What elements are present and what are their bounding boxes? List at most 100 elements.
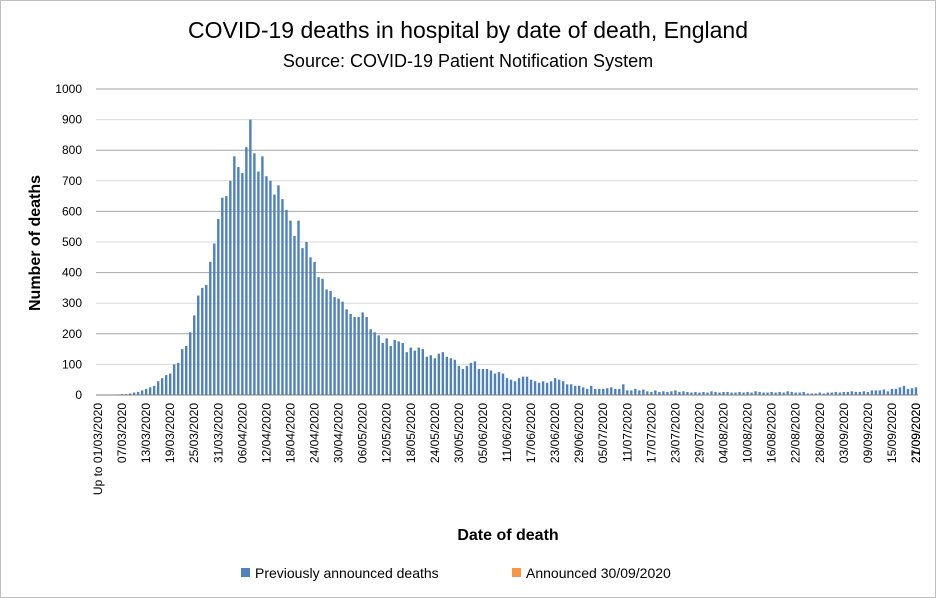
bar-previously-announced (778, 391, 781, 395)
bar-previously-announced (569, 384, 573, 395)
bar-previously-announced (902, 385, 906, 395)
x-tick-label: 15/09/2020 (885, 403, 899, 463)
y-axis-title: Number of deaths (27, 175, 44, 311)
bar-previously-announced (822, 393, 825, 395)
bar-previously-announced (549, 381, 553, 395)
bars (112, 119, 918, 395)
bar-previously-announced (201, 287, 204, 395)
bar-previously-announced (140, 390, 144, 395)
bar-previously-announced (156, 381, 160, 395)
bar-previously-announced (718, 392, 721, 395)
bar-previously-announced (694, 391, 697, 395)
chart-title: COVID-19 deaths in hospital by date of d… (188, 17, 748, 43)
bar-previously-announced (750, 392, 753, 395)
bar-previously-announced (573, 385, 577, 395)
bar-previously-announced (646, 391, 649, 395)
bar-previously-announced (658, 391, 661, 395)
x-tick-label: 18/04/2020 (283, 403, 297, 463)
bar-previously-announced (405, 352, 408, 395)
bar-previously-announced (457, 365, 461, 395)
x-tick-label: 12/04/2020 (259, 403, 273, 463)
bar-previously-announced (217, 219, 220, 395)
bar-previously-announced (898, 387, 902, 395)
x-tick-label: 27/09/2020 (909, 403, 923, 463)
bar-previously-announced (766, 392, 769, 395)
bar-previously-announced (309, 257, 312, 395)
bar-previously-announced (662, 391, 665, 395)
bar-previously-announced (397, 341, 400, 395)
bar-previously-announced (686, 391, 689, 395)
bar-previously-announced (513, 381, 517, 395)
x-tick-label: 23/06/2020 (548, 403, 562, 463)
bar-previously-announced (373, 332, 376, 395)
bar-previously-announced (738, 391, 741, 395)
bar-previously-announced (353, 316, 356, 395)
y-tick-label: 700 (62, 174, 82, 188)
x-tick-label: 31/03/2020 (211, 403, 225, 463)
bar-previously-announced (429, 355, 433, 395)
x-tick-label: 07/03/2020 (115, 403, 129, 463)
bar-previously-announced (425, 356, 429, 395)
bar-previously-announced (417, 347, 420, 395)
x-tick-label: 06/04/2020 (235, 403, 249, 463)
bar-previously-announced (197, 295, 200, 395)
bar-previously-announced (293, 235, 296, 395)
bar-previously-announced (906, 388, 910, 395)
bar-previously-announced (674, 390, 677, 395)
bar-previously-announced (606, 388, 609, 395)
y-tick-label: 900 (62, 113, 82, 127)
bar-previously-announced (690, 392, 693, 395)
bar-previously-announced (714, 391, 717, 395)
bar-previously-announced (638, 390, 641, 395)
y-tick-label: 500 (62, 235, 82, 249)
bar-previously-announced (561, 381, 565, 395)
x-tick-label: 24/05/2020 (428, 403, 442, 463)
bar-previously-announced (794, 392, 797, 395)
bar-previously-announced (862, 391, 866, 395)
x-tick-label: 30/04/2020 (332, 403, 346, 463)
bar-previously-announced (730, 392, 733, 395)
bar-previously-announced (209, 261, 212, 395)
bar-previously-announced (722, 391, 725, 395)
x-axis-title: Date of death (457, 527, 558, 544)
bar-previously-announced (814, 393, 817, 395)
bar-previously-announced (790, 391, 793, 395)
bar-previously-announced (914, 387, 918, 395)
bar-previously-announced (798, 392, 801, 395)
bar-previously-announced (734, 392, 737, 395)
x-tick-label: 21/09/2020 (909, 403, 923, 463)
bar-previously-announced (253, 153, 256, 395)
bar-previously-announced (509, 379, 513, 395)
x-tick-label: 09/09/2020 (861, 403, 875, 463)
x-tick-label: 19/03/2020 (163, 403, 177, 463)
bar-previously-announced (521, 376, 525, 395)
bar-previously-announced (281, 199, 284, 395)
bar-previously-announced (277, 185, 280, 395)
bar-previously-announced (598, 388, 601, 395)
chart-subtitle: Source: COVID-19 Patient Notification Sy… (283, 51, 653, 71)
bar-previously-announced (152, 385, 156, 395)
x-tick-label: 04/08/2020 (717, 403, 731, 463)
bar-previously-announced (553, 378, 557, 395)
bar-previously-announced (762, 392, 765, 395)
bar-previously-announced (577, 385, 581, 395)
bar-previously-announced (413, 350, 416, 395)
bar-previously-announced (650, 391, 653, 395)
bar-previously-announced (670, 391, 673, 395)
bar-previously-announced (433, 358, 437, 395)
x-tick-label: 05/07/2020 (596, 403, 610, 463)
bar-previously-announced (221, 197, 224, 395)
bar-previously-announced (132, 392, 136, 395)
bar-previously-announced (481, 368, 485, 395)
bar-previously-announced (172, 364, 176, 395)
bar-previously-announced (237, 167, 240, 395)
bar-previously-announced (838, 392, 842, 395)
bar-previously-announced (441, 352, 445, 395)
bar-previously-announced (445, 356, 449, 395)
bar-previously-announced (168, 373, 172, 395)
bar-previously-announced (630, 390, 633, 395)
bar-previously-announced (545, 382, 549, 395)
x-tick-label: 11/07/2020 (620, 403, 634, 462)
bar-previously-announced (385, 338, 388, 395)
